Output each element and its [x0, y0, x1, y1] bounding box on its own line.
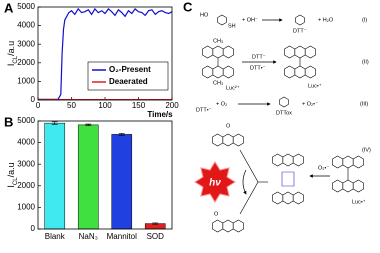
structure: [295, 14, 305, 26]
y-tick-label: 0: [31, 224, 36, 233]
y-tick-label: 3000: [17, 159, 35, 168]
equation-number: (III): [360, 101, 368, 107]
panel-label: A: [4, 0, 14, 15]
equation-number: (IV): [362, 147, 371, 153]
y-axis-label-part: /a.u: [6, 162, 16, 177]
atom-label: CH₃: [213, 80, 223, 86]
x-tick-label: Blank: [45, 232, 66, 241]
structure: [217, 14, 227, 26]
y-tick-label: 1000: [17, 77, 35, 86]
structure: [272, 191, 304, 205]
legend-label: O₂-Present: [109, 65, 151, 74]
y-axis-label-part: CL: [13, 177, 19, 185]
y-axis-label-part: I: [6, 64, 16, 67]
y-tick-label: 2000: [17, 58, 35, 67]
arrow: [239, 181, 259, 215]
atom-label: SH: [228, 23, 236, 29]
atom-label: O: [214, 211, 219, 217]
atom-label: HO: [200, 12, 209, 18]
plot-frame: [37, 6, 173, 101]
x-tick-label: 200: [165, 101, 179, 110]
legend-box: [87, 61, 169, 91]
species-label: Luc•⁺: [352, 198, 366, 205]
structure: [202, 65, 234, 79]
bar: [44, 122, 66, 230]
x-tick-label: 150: [132, 101, 146, 110]
structure: [284, 65, 316, 79]
arrow-label: O₂•⁻: [318, 165, 329, 171]
bar: [111, 134, 133, 230]
structure: [332, 155, 364, 169]
error-bar: [51, 121, 58, 125]
species-label: DTTox: [276, 110, 292, 116]
species-label: DTT⁻: [293, 28, 307, 34]
light-label: hν: [209, 178, 221, 189]
arrow: [239, 149, 259, 183]
error-bar: [152, 222, 159, 225]
reagent: + OH⁻: [242, 17, 258, 23]
x-tick-label: 50: [67, 101, 76, 110]
equation-number: (II): [362, 59, 369, 65]
y-tick-label: 3000: [17, 39, 35, 48]
structure: [212, 133, 244, 147]
reagent: + O₂•⁻: [302, 101, 318, 107]
structure: [272, 153, 304, 167]
atom-label: O: [226, 123, 231, 129]
line-series: [38, 7, 173, 100]
light-burst: [194, 161, 236, 203]
error-bar: [85, 123, 92, 127]
y-axis-label: ICL/a.u: [6, 41, 18, 66]
chart: B ICL/a.u 0 1000 2000 3000 4000 5000 Blank NaN₃ Ma…: [4, 114, 173, 241]
atom-label: CH₃: [213, 38, 223, 44]
y-tick-label: 2000: [17, 181, 35, 190]
y-tick-label: 4000: [17, 21, 35, 30]
x-tick-label: NaN₃: [79, 232, 98, 241]
structure: [202, 45, 234, 59]
chart: A ICL/a.u 0 1000 2000 3000 4000 5000 0 50 100 150 20…: [4, 0, 179, 119]
panel-label: C: [183, 0, 193, 14]
panel-label: B: [4, 114, 13, 129]
legend-label: Deaerated: [109, 77, 148, 86]
y-axis-label-part: /a.u: [6, 41, 16, 56]
species-label: Luc²⁺: [226, 84, 240, 91]
species-label: Luc•⁺: [308, 82, 322, 89]
reaction-scheme: C HO SH + OH⁻ + H₂O DTT⁻ (I) CH₃ CH₃ Luc…: [183, 0, 371, 233]
error-bar: [118, 133, 125, 136]
arrow: [242, 169, 247, 195]
arrow-label: DTT•⁻: [250, 65, 266, 71]
structure: [212, 219, 244, 233]
structure: [332, 179, 364, 193]
equation-number: (I): [362, 17, 367, 23]
structure: [279, 96, 289, 108]
x-tick-label: 0: [36, 101, 41, 110]
y-tick-label: 5000: [17, 116, 35, 125]
y-axis-label: ICL/a.u: [6, 162, 18, 187]
y-axis-label-part: I: [6, 185, 16, 188]
x-tick-label: Mannitol: [107, 232, 137, 241]
x-tick-label: SOD: [147, 232, 165, 241]
x-axis-label: Time/s: [147, 110, 173, 119]
x-tick-label: 100: [98, 101, 112, 110]
y-axis-label-part: CL: [13, 55, 19, 63]
y-tick-label: 4000: [17, 138, 35, 147]
y-tick-label: 5000: [17, 2, 35, 11]
reagent: + O₂: [216, 101, 227, 107]
y-tick-label: 0: [31, 95, 36, 104]
arrow-label: DTT⁻: [252, 54, 266, 60]
y-tick-label: 1000: [17, 203, 35, 212]
structure: [284, 45, 316, 59]
species-label: DTT•⁻: [196, 107, 212, 113]
reagent: + H₂O: [318, 17, 334, 23]
dioxetane: [281, 171, 295, 187]
bar: [77, 124, 99, 230]
plot-frame: [37, 120, 173, 230]
